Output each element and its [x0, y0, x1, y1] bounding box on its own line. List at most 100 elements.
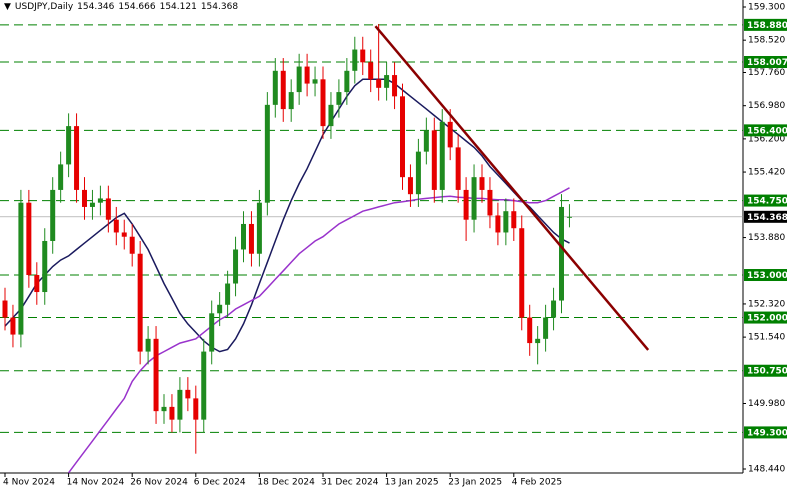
level-label: 150.750 — [747, 367, 788, 377]
level-label-box — [744, 56, 787, 69]
y-tick-label: 159.300 — [748, 3, 785, 13]
candle-body — [201, 351, 207, 420]
candle-body — [272, 70, 278, 105]
y-tick-label: 153.880 — [748, 233, 785, 243]
y-tick-label: 151.540 — [748, 333, 785, 343]
level-label-box — [744, 18, 787, 31]
candle-body — [566, 216, 572, 218]
candle-body — [177, 389, 183, 420]
level-label: 149.300 — [747, 428, 788, 438]
x-tick-label: 6 Dec 2024 — [194, 478, 246, 488]
candle-body — [97, 198, 103, 203]
x-tick-label: 13 Jan 2025 — [385, 478, 439, 488]
candle-body — [360, 49, 366, 63]
y-tick-label: 156.980 — [748, 101, 785, 111]
candle-body — [42, 240, 48, 293]
candle-body — [551, 300, 557, 318]
close-value: 154.368 — [200, 2, 239, 12]
candle-body — [137, 253, 143, 352]
y-tick-label: 156.200 — [748, 134, 785, 144]
y-tick-label: 152.320 — [748, 299, 785, 309]
low-value: 154.121 — [159, 2, 197, 12]
y-tick-label: 158.520 — [748, 36, 785, 46]
candle-body — [439, 121, 445, 190]
candle-body — [89, 202, 95, 207]
candle-body — [26, 202, 32, 276]
candle-body — [407, 177, 413, 195]
candle-body — [559, 206, 564, 301]
level-label-box — [744, 426, 787, 439]
level-label-box — [744, 269, 787, 282]
symbol: USDJPY,Daily — [14, 2, 74, 12]
level-label: 154.750 — [747, 197, 788, 207]
candle-body — [455, 147, 461, 190]
candle-body — [161, 406, 167, 412]
candle-body — [431, 130, 437, 190]
candle-body — [217, 304, 223, 314]
candle-body — [66, 126, 72, 165]
x-tick-label: 23 Jan 2025 — [448, 478, 502, 488]
candle-body — [527, 317, 533, 344]
candle-body — [519, 228, 525, 318]
current-price-box — [744, 210, 787, 223]
level-label-box — [744, 124, 787, 137]
candle-body — [225, 283, 231, 305]
level-label: 158.007 — [747, 58, 788, 68]
moving-average — [4, 78, 570, 353]
x-tick-label: 14 Nov 2024 — [67, 478, 125, 488]
candle-body — [34, 275, 40, 293]
candle-body — [256, 202, 262, 254]
candle-body — [344, 70, 350, 93]
level-label: 156.400 — [747, 126, 788, 136]
candle-body — [121, 232, 127, 237]
candle-body — [384, 75, 390, 88]
candle-body — [209, 313, 215, 352]
candle-body — [495, 215, 501, 233]
candle-body — [503, 211, 509, 233]
candle-body — [511, 211, 517, 229]
level-label-box — [744, 311, 787, 324]
candle-body — [129, 236, 135, 254]
candle-body — [113, 219, 119, 233]
candle-body — [368, 62, 374, 80]
candle-body — [58, 164, 64, 190]
y-tick-label: 155.420 — [748, 168, 785, 178]
header: ▼ USDJPY,Daily 154.346 154.666 154.121 154.36… — [4, 2, 242, 12]
y-tick-label: 148.440 — [748, 465, 785, 475]
candle-body — [169, 406, 175, 420]
candle-body — [296, 66, 302, 93]
candle-body — [415, 151, 421, 195]
x-tick-label: 31 Dec 2024 — [321, 478, 379, 488]
x-tick-label: 18 Dec 2024 — [257, 478, 315, 488]
candle-body — [423, 130, 429, 152]
candle-body — [241, 223, 246, 250]
level-label: 158.880 — [747, 21, 788, 31]
candle-body — [487, 189, 493, 216]
candle-body — [543, 317, 549, 339]
candle-body — [392, 75, 398, 97]
candle-body — [264, 104, 270, 203]
candle-body — [2, 300, 8, 318]
candle-body — [320, 79, 326, 127]
candle-body — [479, 177, 485, 190]
y-tick-label: 157.760 — [748, 68, 785, 78]
candle-body — [82, 189, 87, 207]
current-price-label: 154.368 — [747, 213, 788, 223]
candle-body — [463, 189, 469, 220]
candle-body — [50, 189, 56, 241]
y-tick-label: 149.980 — [748, 399, 785, 409]
high-value: 154.666 — [118, 2, 156, 12]
candle-body — [471, 177, 477, 220]
candle-body — [288, 92, 294, 110]
candle-body — [328, 104, 334, 127]
menu-triangle: ▼ — [4, 2, 11, 12]
candle-body — [352, 49, 358, 71]
moving-average — [67, 187, 570, 474]
x-tick-label: 26 Nov 2024 — [130, 478, 188, 488]
level-label: 153.000 — [747, 271, 788, 281]
candle-body — [193, 398, 199, 420]
candle-body — [145, 338, 151, 352]
